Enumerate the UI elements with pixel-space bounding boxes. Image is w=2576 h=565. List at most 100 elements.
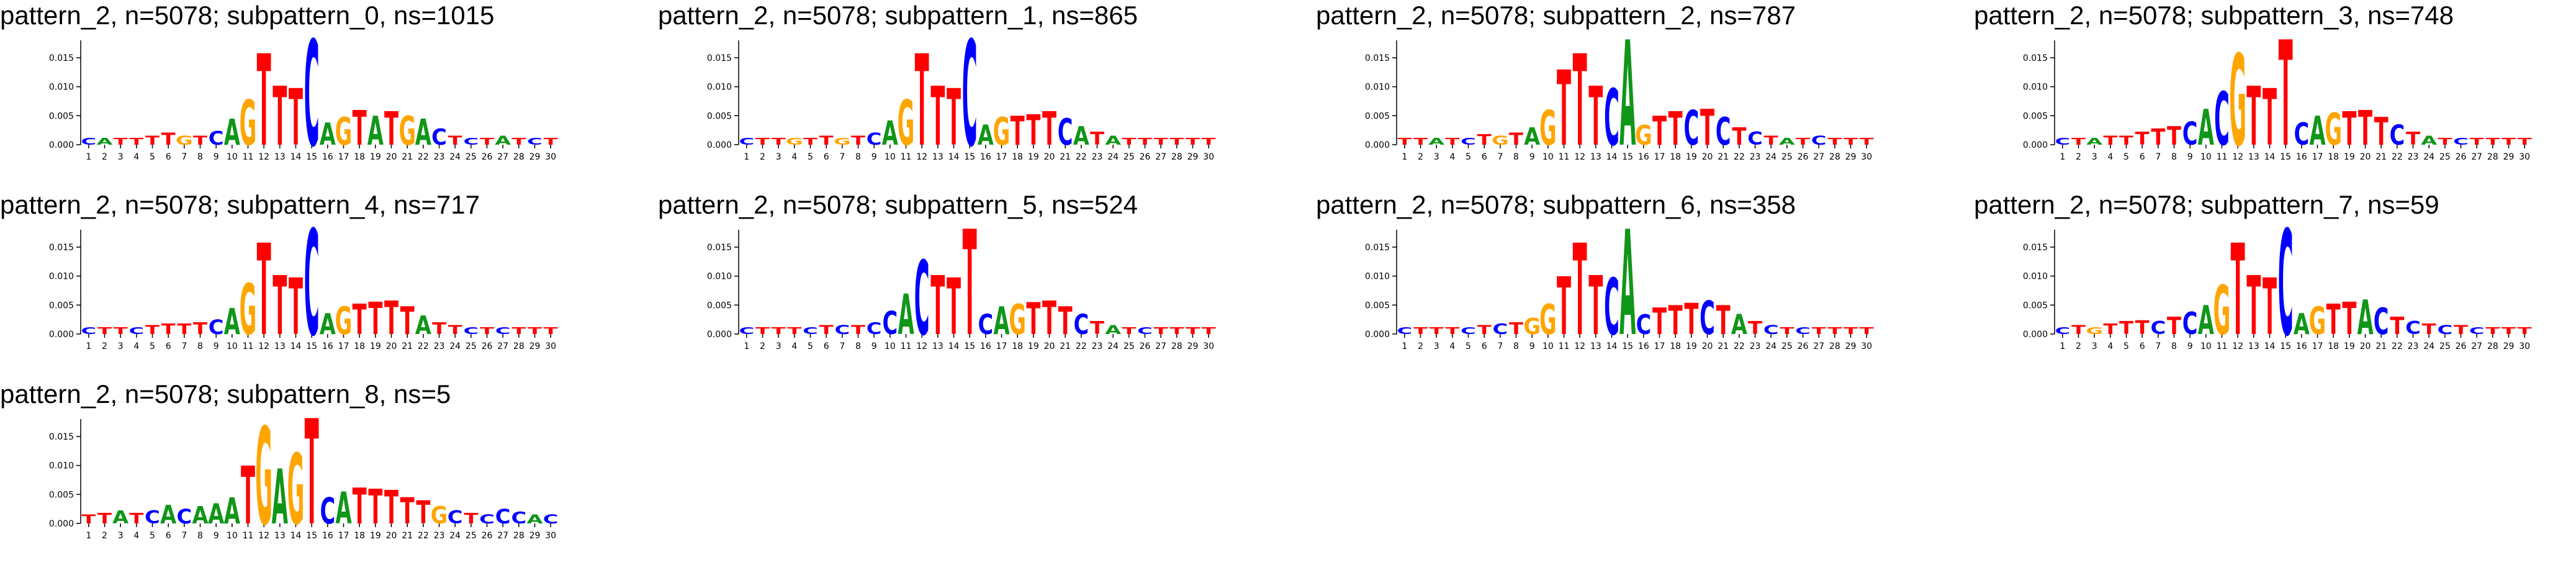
logo-letter-c: C <box>1604 73 1619 163</box>
logo-letter-t: T <box>2263 262 2277 353</box>
x-tick-label: 18 <box>1670 152 1681 162</box>
x-tick-label: 2 <box>2076 152 2081 162</box>
logo-letter-t: T <box>947 73 961 163</box>
x-tick-label: 18 <box>1670 341 1681 351</box>
x-tick-label: 15 <box>1622 152 1633 162</box>
logo-letter-c: C <box>431 125 447 150</box>
x-tick-label: 3 <box>776 341 781 351</box>
x-tick-label: 22 <box>1734 152 1745 162</box>
x-tick-label: 22 <box>418 531 429 541</box>
y-tick-label: 0.000 <box>1365 140 1390 150</box>
x-tick-label: 12 <box>258 341 269 351</box>
x-tick-label: 28 <box>2487 152 2498 162</box>
x-tick-label: 2 <box>760 341 765 351</box>
x-tick-label: 28 <box>1171 341 1182 351</box>
x-tick-label: 23 <box>2408 341 2419 351</box>
logo-letter-t: T <box>1169 326 1184 337</box>
y-tick-label: 0.000 <box>707 140 732 150</box>
x-tick-label: 22 <box>418 341 429 351</box>
logo-letter-g: G <box>786 137 803 148</box>
logo-letter-t: T <box>851 134 865 148</box>
logo-letter-t: T <box>1042 102 1056 156</box>
logo-letter-t: T <box>114 326 128 337</box>
x-tick-label: 21 <box>2376 341 2387 351</box>
x-tick-label: 7 <box>181 341 187 351</box>
logo-letter-c: C <box>1492 320 1508 337</box>
logo-letter-g: G <box>2309 299 2326 343</box>
x-tick-label: 21 <box>1718 341 1729 351</box>
x-tick-label: 21 <box>1060 341 1071 351</box>
x-tick-label: 19 <box>370 531 381 541</box>
x-tick-label: 16 <box>322 341 333 351</box>
logo-letter-t: T <box>930 71 945 165</box>
x-tick-label: 19 <box>2344 152 2355 162</box>
x-tick-label: 12 <box>916 152 927 162</box>
x-tick-label: 8 <box>2171 152 2177 162</box>
x-tick-label: 9 <box>1529 152 1535 162</box>
logo-letter-t: T <box>2485 326 2500 337</box>
x-tick-label: 20 <box>2360 152 2371 162</box>
logo-letter-t: T <box>1122 137 1136 148</box>
x-tick-label: 3 <box>776 152 781 162</box>
logo-letter-c: C <box>882 305 898 342</box>
x-tick-label: 2 <box>102 341 107 351</box>
x-tick-label: 3 <box>1434 152 1439 162</box>
logo-letter-t: T <box>368 479 382 535</box>
x-tick-label: 4 <box>133 531 139 541</box>
x-tick-label: 2 <box>1418 341 1423 351</box>
logo-letter-c: C <box>2389 119 2405 151</box>
logo-letter-t: T <box>1202 137 1216 148</box>
logo-letter-a: A <box>882 114 898 153</box>
x-tick-label: 30 <box>545 341 556 351</box>
x-tick-label: 8 <box>1513 341 1519 351</box>
logo-letter-a: A <box>1105 323 1122 337</box>
logo-letter-g: G <box>1523 314 1541 340</box>
x-tick-label: 26 <box>1140 152 1151 162</box>
x-tick-label: 4 <box>133 152 139 162</box>
x-tick-label: 27 <box>497 152 508 162</box>
logo-letter-g: G <box>335 299 353 343</box>
logo-letter-a: A <box>2421 134 2438 148</box>
y-tick-label: 0.005 <box>1365 111 1390 121</box>
logo-letter-c: C <box>2055 137 2070 148</box>
logo-letter-t: T <box>2454 323 2468 337</box>
logo-plot: 0.0000.0050.0100.0151C2T3T4C5T6T7T8T9C10… <box>49 201 558 369</box>
x-tick-label: 26 <box>1140 341 1151 351</box>
logo-letter-a: A <box>112 508 128 528</box>
x-tick-label: 5 <box>808 341 813 351</box>
logo-letter-t: T <box>1860 137 1874 148</box>
x-tick-label: 22 <box>418 152 429 162</box>
logo-letter-g: G <box>240 269 257 351</box>
x-tick-label: 20 <box>386 152 397 162</box>
logo-letter-a: A <box>1428 137 1445 148</box>
x-tick-label: 1 <box>86 341 91 351</box>
x-tick-label: 15 <box>964 152 975 162</box>
logo-letter-t: T <box>947 262 961 353</box>
logo-letter-t: T <box>1445 137 1459 148</box>
x-tick-label: 29 <box>2503 152 2515 162</box>
logo-letter-t: T <box>1477 323 1492 337</box>
logo-letter-a: A <box>224 112 240 154</box>
logo-letter-c: C <box>1636 310 1651 341</box>
logo-letter-a: A <box>1619 201 1636 369</box>
logo-letter-t: T <box>1669 102 1683 156</box>
logo-letter-t: T <box>289 262 303 353</box>
logo-letter-t: T <box>1652 301 1667 343</box>
logo-letter-t: T <box>1669 298 1683 344</box>
logo-letter-t: T <box>384 292 399 345</box>
logo-letter-t: T <box>2103 134 2117 148</box>
logo-letter-t: T <box>1026 294 1040 345</box>
logo-plot: 0.0000.0050.0100.0151C2T3G4T5T6T7C8T9C10… <box>2023 201 2532 369</box>
y-tick-label: 0.010 <box>49 461 74 471</box>
logo-letter-t: T <box>2485 137 2500 148</box>
logo-letter-t: T <box>2358 101 2372 156</box>
y-tick-label: 0.005 <box>49 301 74 310</box>
chart-title: pattern_2, n=5078; subpattern_6, ns=358 <box>1316 190 1796 219</box>
x-tick-label: 3 <box>118 341 124 351</box>
logo-letter-t: T <box>81 513 96 527</box>
logo-letter-t: T <box>129 137 143 148</box>
logo-letter-t: T <box>803 137 817 148</box>
logo-letter-a: A <box>272 454 288 542</box>
logo-letter-t: T <box>915 29 929 174</box>
logo-letter-a: A <box>526 513 543 527</box>
